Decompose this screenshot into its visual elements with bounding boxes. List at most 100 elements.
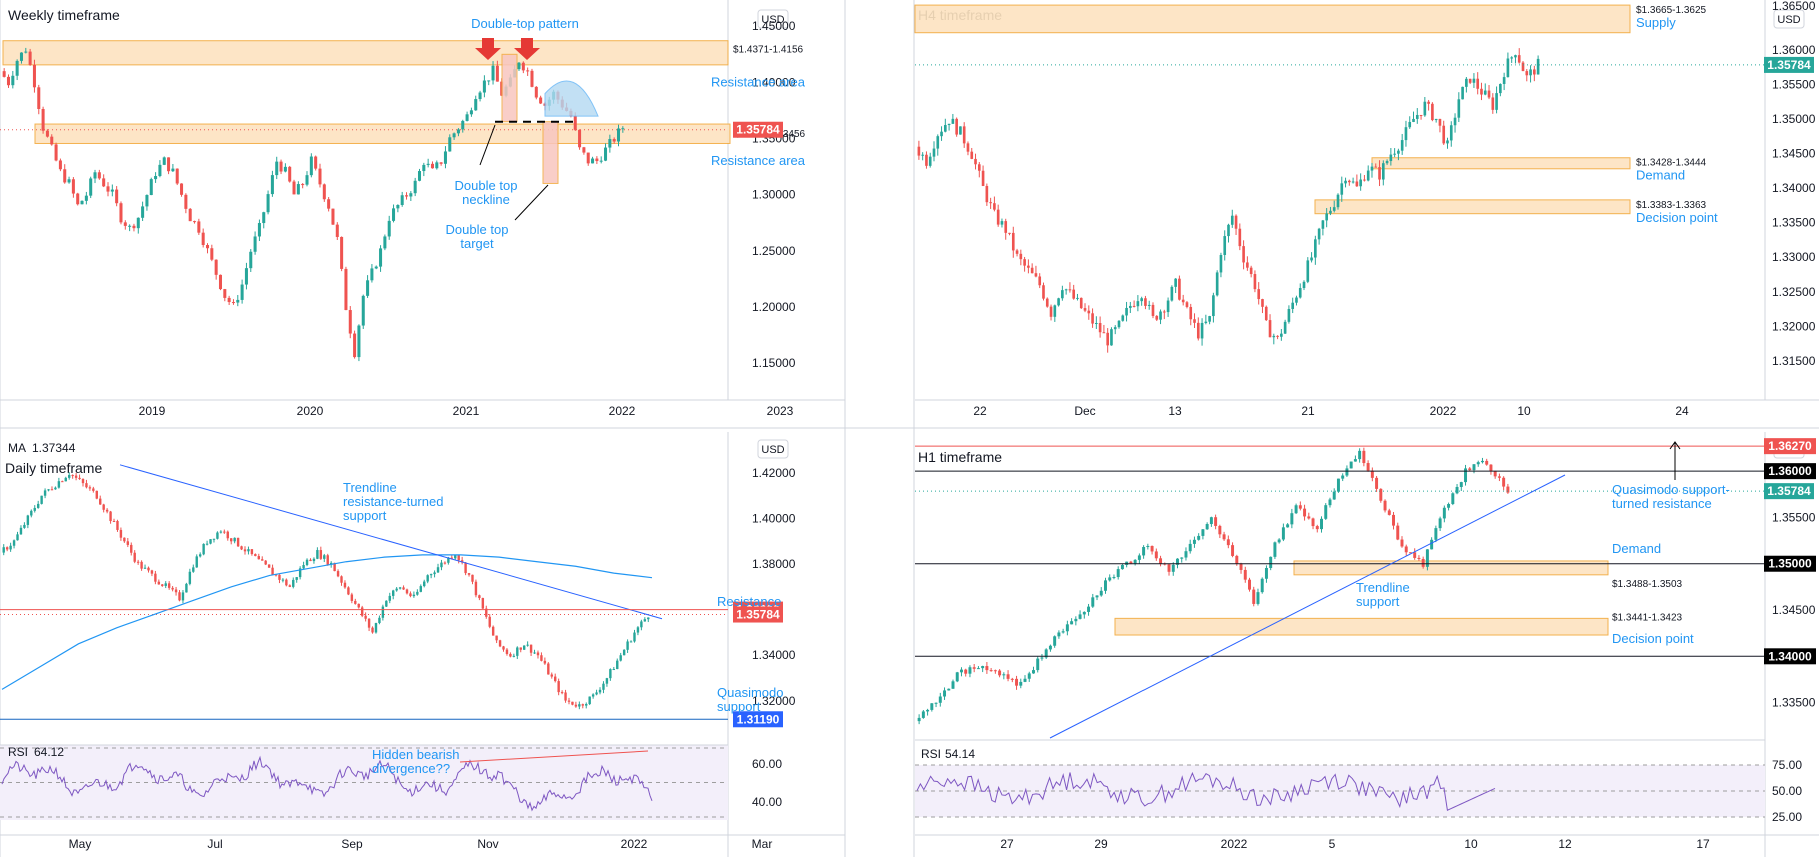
candle-body <box>1485 460 1489 465</box>
x-tick-label: 27 <box>1000 837 1014 851</box>
candle-body <box>218 274 222 290</box>
candle-body <box>1006 674 1010 679</box>
x-tick-label: 5 <box>1329 837 1336 851</box>
last-price-value: 1.35784 <box>1767 58 1811 72</box>
candle-body <box>1389 154 1393 162</box>
candle-body <box>1408 552 1412 554</box>
candle-body <box>158 164 162 177</box>
candle-body <box>1057 632 1061 637</box>
candle-body <box>951 681 955 689</box>
candle-body <box>336 571 340 577</box>
candle-body <box>343 582 347 588</box>
candle-body <box>271 567 274 575</box>
zone-box <box>914 4 1631 34</box>
candle-body <box>210 248 214 260</box>
candle-body <box>230 538 233 542</box>
candle-body <box>932 148 936 157</box>
candle-body <box>115 189 119 204</box>
y-tick-label: 1.25000 <box>752 244 796 258</box>
rsi-line <box>916 771 1496 811</box>
candle-body <box>185 583 188 593</box>
candle-body <box>1329 210 1332 214</box>
key-level-value: 1.34000 <box>1768 649 1812 663</box>
candle-body <box>387 220 391 237</box>
candle-body <box>1133 559 1137 564</box>
x-tick-label: Sep <box>341 837 363 851</box>
candle-body <box>74 475 78 478</box>
candle-body <box>1030 267 1034 274</box>
daily-chart[interactable]: Daily timeframe USD 1.42000 1.40000 1.38000 1… <box>0 432 845 857</box>
candle-body <box>1188 543 1192 552</box>
candle-body <box>1070 621 1074 625</box>
candle-body <box>267 564 271 568</box>
candle-body <box>178 592 181 601</box>
candle-body <box>123 222 127 226</box>
candle-body <box>1242 246 1245 263</box>
key-level-tag <box>1764 648 1816 665</box>
candle-body <box>581 704 584 706</box>
zone-range-label: $1.3428-1.3444 <box>1636 158 1707 169</box>
candle-body <box>585 704 588 706</box>
candle-body <box>1533 69 1536 75</box>
candle-body <box>1370 166 1374 171</box>
candle-body <box>37 87 41 109</box>
candle-body <box>231 302 235 304</box>
candle-body <box>2 71 6 77</box>
candle-body <box>1497 476 1501 478</box>
candle-body <box>374 623 378 633</box>
x-tick-label: 13 <box>1168 404 1182 418</box>
candle-body <box>347 587 350 595</box>
moving-average-line <box>1 554 653 690</box>
y-tick-label: 1.36000 <box>1772 43 1816 57</box>
candle-body <box>1068 289 1072 291</box>
candle-body <box>534 86 538 98</box>
x-tick-label: 10 <box>1464 837 1478 851</box>
candle-body <box>1034 273 1038 277</box>
candle-body <box>1027 673 1031 679</box>
quasimodo-annotation: Quasimodo support-turned resistance <box>1612 482 1730 511</box>
zone-range-label: $1.3383-1.3363 <box>1636 200 1707 211</box>
candle-body <box>491 626 495 636</box>
candle-body <box>498 640 502 647</box>
h1-chart[interactable]: H1 timeframeUSD1.355001.345001.335002729… <box>915 432 1819 857</box>
candle-body <box>533 652 536 654</box>
candle-body <box>161 584 164 586</box>
candle-body <box>554 676 557 682</box>
candle-body <box>928 156 932 166</box>
candle-body <box>1457 99 1461 118</box>
divergence-line <box>459 750 649 763</box>
candle-body <box>392 590 395 596</box>
candle-body <box>1155 315 1159 320</box>
candle-body <box>1310 257 1313 261</box>
x-tick-label: 17 <box>1696 837 1710 851</box>
y-tick-label: 1.33000 <box>1772 250 1816 264</box>
y-tick-label: 1.30000 <box>752 188 796 202</box>
candle-body <box>262 212 266 224</box>
candle-body <box>150 570 154 574</box>
candle-body <box>198 554 202 557</box>
zone-box <box>2 40 729 66</box>
rsi-line <box>1 755 653 812</box>
candle-body <box>1451 493 1455 505</box>
candle-body <box>1366 170 1370 181</box>
candle-body <box>1261 299 1264 307</box>
daily-title: Daily timeframe <box>5 460 102 476</box>
candle-body <box>216 532 219 539</box>
candle-body <box>487 80 491 82</box>
candle-body <box>1208 316 1211 322</box>
candle-body <box>1248 579 1251 590</box>
weekly-chart[interactable]: Weekly timeframe USD1.450001.400001.35000… <box>0 0 845 418</box>
candle-body <box>1276 335 1279 337</box>
candle-body <box>1510 57 1514 59</box>
candle-body <box>1359 179 1362 187</box>
candle-body <box>254 554 257 557</box>
candle-body <box>97 172 101 179</box>
top-tag <box>1764 438 1816 455</box>
candle-body <box>292 181 296 195</box>
candle-body <box>1277 539 1281 543</box>
candle-body <box>1447 504 1451 508</box>
x-tick-label: 2022 <box>609 404 636 418</box>
h4-chart[interactable]: H4 timeframeUSD1.360001.355001.350001.34… <box>914 0 1819 418</box>
candle-body <box>379 248 383 267</box>
candle-body <box>1487 90 1491 98</box>
